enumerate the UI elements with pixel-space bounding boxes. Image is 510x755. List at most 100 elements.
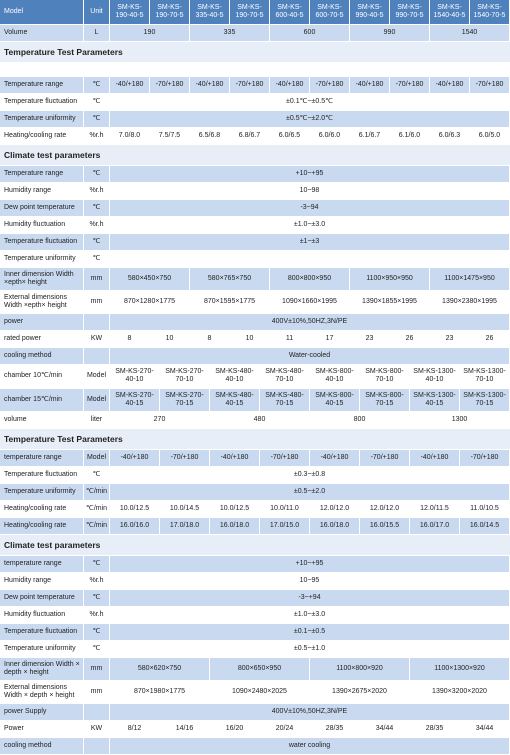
value-cell: 23 — [430, 331, 470, 348]
value-cell: -40/+180 — [430, 77, 470, 93]
value-cell: 1390×2380×1995 — [430, 291, 510, 314]
value-cell: -70/+180 — [260, 449, 310, 466]
value-cell: -40/+180 — [410, 449, 460, 466]
value-cell: SM-KS-600-70-5 — [310, 0, 350, 24]
value-cell: water cooling — [110, 738, 510, 755]
value-cell: 580×620×750 — [110, 657, 210, 680]
unit-cell: ℃/min — [84, 517, 110, 534]
value-cell: -70/+180 — [460, 449, 510, 466]
value-cell: -40/+180 — [110, 77, 150, 93]
unit-cell — [84, 314, 110, 331]
row-label: Dew point temperature — [0, 589, 84, 606]
header-row: Model Unit SM-KS-190-40-5 SM-KS-190-70-5 SM-… — [0, 0, 510, 25]
value-cell: -70/+180 — [470, 77, 510, 93]
value-cell: 20/24 — [260, 721, 310, 738]
value-cell: 270 — [110, 411, 210, 428]
row-label: Temperature fluctuation — [0, 623, 84, 640]
row-label: chamber 15℃/min — [0, 388, 84, 411]
value-cell: 800 — [310, 411, 410, 428]
table-row: temperature range Model -40/+180 -70/+180 -4… — [0, 449, 510, 467]
value-cell: 400V±10%,50HZ,3N/PE — [110, 704, 510, 721]
value-cell: 600 — [270, 25, 350, 41]
value-cell: 1390×3200×2020 — [410, 680, 510, 704]
value-cell: -40/+180 — [110, 449, 160, 466]
value-cell: Water-cooled — [110, 348, 510, 365]
value-cell: SM-KS-600-40-5 — [270, 0, 310, 24]
value-cell: 11.0/10.5 — [460, 500, 510, 517]
value-cell: 8/12 — [110, 721, 160, 738]
value-cell: 12.0/11.5 — [410, 500, 460, 517]
table-row: cooling method Water-cooled — [0, 348, 510, 366]
value-cell: SM-KS-1300-70-10 — [460, 365, 510, 388]
table-row: power Supply 400V±10%,50HZ,3N/PE — [0, 704, 510, 722]
value-cell: SM-KS-990-40-5 — [350, 0, 390, 24]
unit-cell: %r.h — [84, 606, 110, 623]
row-label: Humidity range — [0, 572, 84, 589]
table-row: Volume L 190 335 600 990 1540 — [0, 25, 510, 42]
value-cell: 7.5/7.5 — [150, 128, 190, 144]
value-cell: 8 — [110, 331, 150, 348]
value-cell: 400V±10%,50HZ,3N/PE — [110, 314, 510, 331]
value-cell: SM-KS-1540-40-5 — [430, 0, 470, 24]
unit-cell: Unit — [84, 0, 110, 24]
value-cell: 6.0/6.3 — [430, 128, 470, 144]
unit-cell: liter — [84, 411, 110, 428]
row-label: Temperature fluctuation — [0, 466, 84, 483]
value-cell: SM-KS-190-40-5 — [110, 0, 150, 24]
value-cell: 1090×1660×1995 — [270, 291, 350, 314]
row-label: External dimensions Width × depth × heig… — [0, 680, 84, 704]
value-cell: 6.5/6.8 — [190, 128, 230, 144]
value-cell: -70/+180 — [360, 449, 410, 466]
table-row: Temperature range ℃ -40/+180 -70/+180 -40/+1… — [0, 77, 510, 94]
row-label: Temperature uniformity — [0, 111, 84, 127]
value-cell: 16.0/16.0 — [110, 517, 160, 534]
unit-cell — [84, 348, 110, 365]
value-cell: SM-KS-270-70-15 — [160, 388, 210, 411]
row-label: temperature range — [0, 449, 84, 466]
value-cell: ±0.5~±2.0 — [110, 483, 510, 500]
value-cell: 17.0/18.0 — [160, 517, 210, 534]
table-row: Temperature range ℃ +10~+95 — [0, 166, 510, 183]
row-label: cooling method — [0, 738, 84, 755]
value-cell: ±1~±3 — [110, 234, 510, 250]
table-row: chamber 15℃/min Model SM-KS-270-40-15 SM-KS… — [0, 388, 510, 412]
value-cell: 16/20 — [210, 721, 260, 738]
unit-cell: ℃ — [84, 200, 110, 216]
unit-cell: ℃ — [84, 234, 110, 250]
value-cell: 480 — [210, 411, 310, 428]
table-row: cooling method water cooling — [0, 738, 510, 755]
unit-cell: ℃ — [84, 111, 110, 127]
unit-cell: mm — [84, 291, 110, 314]
value-cell: SM-KS-1300-40-10 — [410, 365, 460, 388]
unit-cell — [84, 704, 110, 721]
unit-cell: ℃ — [84, 640, 110, 657]
value-cell: -70/+180 — [150, 77, 190, 93]
table-row: Temperature uniformity ℃ ±0.5~±1.0 — [0, 640, 510, 658]
unit-cell: ℃ — [84, 466, 110, 483]
row-label: temperature range — [0, 555, 84, 572]
table-row: Temperature fluctuation ℃ ±0.3~±0.8 — [0, 466, 510, 484]
value-cell — [110, 251, 510, 267]
table-row: Temperature fluctuation ℃ ±0.1℃~±0.5℃ — [0, 94, 510, 111]
value-cell: SM-KS-270-40-10 — [110, 365, 160, 388]
unit-cell: Model — [84, 388, 110, 411]
value-cell: -40/+180 — [270, 77, 310, 93]
table-row: Heating/cooling rate ℃/min 10.0/12.5 10.0/1… — [0, 500, 510, 518]
value-cell: 6.0/6.0 — [310, 128, 350, 144]
value-cell: 870×1280×1775 — [110, 291, 190, 314]
table-row: Humidity range %r.h 10~95 — [0, 572, 510, 590]
value-cell: -3~+94 — [110, 589, 510, 606]
value-cell: SM-KS-1540-70-5 — [470, 0, 510, 24]
unit-cell: ℃ — [84, 251, 110, 267]
unit-cell: Model — [84, 449, 110, 466]
value-cell: -70/+180 — [230, 77, 270, 93]
value-cell: 12.0/12.0 — [310, 500, 360, 517]
value-cell: ±0.5℃~±2.0℃ — [110, 111, 510, 127]
value-cell: 6.8/6.7 — [230, 128, 270, 144]
value-cell: -40/+180 — [310, 449, 360, 466]
value-cell: ±0.5~±1.0 — [110, 640, 510, 657]
value-cell: SM-KS-800-40-10 — [310, 365, 360, 388]
unit-cell: ℃ — [84, 166, 110, 182]
value-cell: 26 — [390, 331, 430, 348]
unit-cell: mm — [84, 268, 110, 291]
